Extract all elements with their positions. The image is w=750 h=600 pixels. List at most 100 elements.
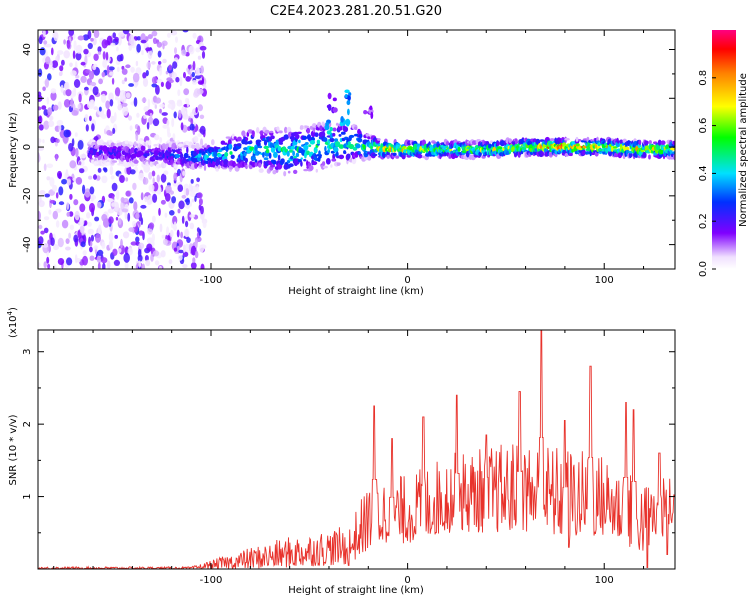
- spectrogram-frame: [37, 29, 676, 270]
- heatmap-cell: [94, 216, 100, 222]
- heatmap-cell: [143, 106, 150, 112]
- heatmap-cell: [168, 99, 175, 105]
- heatmap-cell: [57, 170, 62, 179]
- x-tick-label: 100: [595, 275, 614, 286]
- heatmap-cell: [539, 139, 545, 142]
- heatmap-cell: [148, 184, 155, 192]
- heatmap-cell: [70, 70, 77, 77]
- heatmap-cell: [172, 148, 176, 154]
- heatmap-cell: [108, 216, 114, 224]
- heatmap-cell: [152, 37, 158, 44]
- heatmap-cell: [145, 47, 152, 52]
- heatmap-cell: [55, 192, 59, 199]
- snr-scale-label: (x104): [6, 307, 19, 338]
- heatmap-cell: [99, 106, 102, 112]
- heatmap-cell: [87, 30, 92, 40]
- heatmap-cell: [619, 139, 624, 144]
- heatmap-cell: [648, 154, 651, 160]
- heatmap-cell: [323, 137, 328, 143]
- heatmap-cell: [303, 168, 309, 172]
- heatmap-cell: [77, 35, 85, 41]
- heatmap-cell: [88, 71, 95, 80]
- heatmap-cell: [272, 159, 277, 165]
- heatmap-cell: [241, 130, 246, 137]
- heatmap-cell: [79, 153, 87, 159]
- heatmap-cell: [199, 125, 206, 135]
- x-tick-label: 100: [595, 575, 614, 586]
- heatmap-cell: [299, 125, 304, 130]
- heatmap-cell: [89, 246, 93, 253]
- heatmap-cell: [112, 248, 118, 256]
- heatmap-cell: [101, 241, 106, 249]
- heatmap-cell: [265, 149, 270, 154]
- heatmap-cell: [166, 226, 170, 236]
- heatmap-cell: [52, 210, 58, 220]
- heatmap-cell: [245, 137, 249, 141]
- heatmap-cell: [154, 260, 160, 266]
- heatmap-cell: [115, 189, 120, 200]
- heatmap-cell: [316, 139, 321, 145]
- heatmap-cell: [638, 139, 642, 146]
- heatmap-cell: [38, 224, 43, 230]
- colorbar: 0.0 0.2 0.4 0.6 0.8 Normalized spectral ampl…: [698, 30, 749, 277]
- heatmap-cell: [324, 145, 327, 152]
- heatmap-cell: [141, 97, 147, 103]
- colorbar-label: Normalized spectral amplitude: [738, 73, 749, 227]
- heatmap-cell: [672, 140, 675, 146]
- heatmap-cell: [613, 152, 619, 158]
- heatmap-cell: [190, 118, 194, 126]
- heatmap-cell: [82, 255, 88, 266]
- heatmap-cell: [124, 262, 129, 269]
- heatmap-cell: [301, 135, 308, 140]
- heatmap-cell: [79, 217, 85, 227]
- heatmap-cell: [159, 108, 162, 114]
- heatmap-cell: [82, 250, 87, 256]
- heatmap-cell: [116, 46, 119, 52]
- heatmap-cell: [93, 53, 99, 61]
- heatmap-cell: [151, 170, 156, 177]
- heatmap-cell: [128, 45, 133, 51]
- heatmap-cell: [130, 147, 135, 154]
- heatmap-cell: [89, 202, 95, 213]
- heatmap-cell: [46, 256, 50, 264]
- heatmap-cell: [87, 42, 93, 50]
- heatmap-cell: [187, 64, 192, 70]
- heatmap-cell: [347, 94, 351, 102]
- heatmap-cell: [83, 48, 89, 55]
- heatmap-cell: [140, 39, 147, 44]
- heatmap-cell: [289, 149, 293, 153]
- heatmap-cell: [121, 102, 128, 107]
- heatmap-cell: [45, 43, 52, 48]
- y-tick-label: -20: [22, 188, 33, 204]
- heatmap-cell: [58, 71, 63, 77]
- heatmap-cell: [48, 120, 55, 127]
- heatmap-cell: [259, 131, 264, 135]
- heatmap-cell: [114, 87, 121, 97]
- heatmap-cell: [57, 50, 64, 55]
- heatmap-cell: [138, 230, 144, 236]
- heatmap-cell: [233, 136, 237, 140]
- heatmap-cell: [377, 138, 381, 141]
- heatmap-cell: [93, 136, 99, 142]
- heatmap-cell: [92, 86, 99, 96]
- heatmap-cell: [183, 71, 186, 79]
- x-tick-label: 0: [404, 575, 410, 586]
- heatmap-cell: [180, 122, 184, 131]
- heatmap-cell: [300, 160, 303, 167]
- heatmap-cell: [118, 31, 125, 37]
- heatmap-cell: [295, 133, 300, 140]
- heatmap-cell: [91, 123, 95, 132]
- heatmap-cell: [121, 208, 129, 213]
- heatmap-cell: [93, 245, 99, 250]
- heatmap-cell: [152, 177, 155, 185]
- heatmap-cell: [80, 75, 87, 83]
- heatmap-cell: [128, 197, 134, 204]
- heatmap-cell: [568, 152, 573, 157]
- heatmap-cell: [118, 248, 122, 253]
- y-tick-label: 2: [22, 421, 33, 427]
- heatmap-cell: [69, 224, 75, 231]
- heatmap-cell: [150, 253, 154, 262]
- heatmap-cell: [251, 161, 256, 168]
- heatmap-cell: [142, 177, 149, 185]
- heatmap-cell: [243, 152, 247, 157]
